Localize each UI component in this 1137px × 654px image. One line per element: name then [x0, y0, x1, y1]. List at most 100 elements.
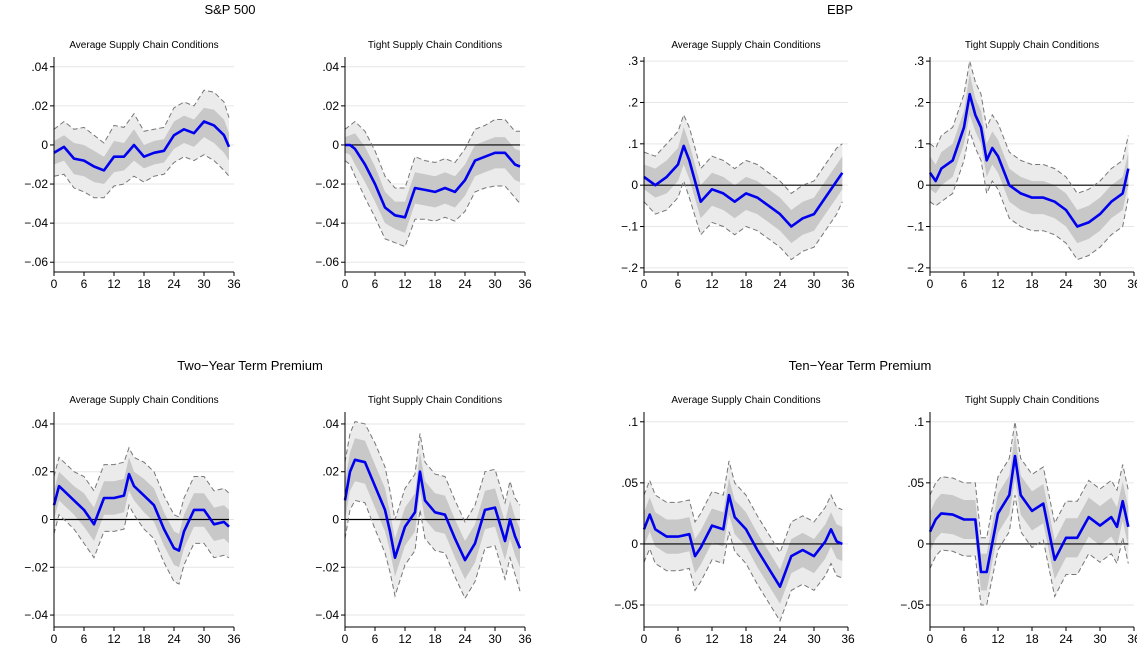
- panel-title: Average Supply Chain Conditions: [69, 395, 218, 406]
- x-tick-label: 12: [991, 277, 1005, 291]
- y-tick-label: −.04: [315, 608, 339, 622]
- x-tick-label: 36: [227, 632, 241, 646]
- x-tick-label: 36: [518, 277, 532, 291]
- panel-6: Average Supply Chain Conditions .1 .05 0 −.0…: [614, 395, 855, 646]
- y-tick-label: 0: [332, 513, 339, 527]
- x-tick-label: 30: [1093, 277, 1107, 291]
- panel-7: Tight Supply Chain Conditions .1 .05 0 −.05 0…: [900, 395, 1137, 646]
- x-tick-label: 0: [342, 277, 349, 291]
- y-tick-label: −.1: [621, 220, 638, 234]
- y-tick-label: 0: [917, 178, 924, 192]
- x-tick-label: 12: [398, 277, 412, 291]
- x-tick-label: 30: [1093, 632, 1107, 646]
- x-tick-label: 30: [197, 277, 211, 291]
- y-tick-label: .05: [621, 476, 638, 490]
- y-tick-label: −.05: [614, 598, 638, 612]
- y-tick-label: .1: [914, 137, 924, 151]
- x-tick-label: 30: [807, 277, 821, 291]
- ci90-lower-line: [929, 129, 1129, 261]
- group-title-two-year-term-premium: Two−Year Term Premium: [177, 358, 323, 373]
- y-tick-label: .02: [322, 99, 339, 113]
- ci90-lower-line: [643, 531, 843, 623]
- x-tick-label: 6: [372, 277, 379, 291]
- y-tick-label: −.1: [907, 220, 924, 234]
- y-tick-label: .1: [628, 415, 638, 429]
- y-tick-label: 0: [41, 513, 48, 527]
- y-tick-label: −.04: [24, 216, 48, 230]
- y-tick-label: −.02: [24, 177, 48, 191]
- irf-line: [928, 92, 1130, 228]
- y-tick-label: −.04: [315, 216, 339, 230]
- x-tick-label: 36: [841, 632, 855, 646]
- x-tick-label: 18: [137, 632, 151, 646]
- ci90-upper-line: [929, 60, 1129, 195]
- x-tick-label: 18: [739, 277, 753, 291]
- ci90-lower-line: [344, 499, 521, 600]
- x-tick-label: 12: [107, 277, 121, 291]
- ci90-lower-line: [53, 503, 230, 585]
- x-tick-label: 36: [1127, 632, 1137, 646]
- ci68-band: [54, 107, 229, 184]
- x-tick-label: 18: [1025, 632, 1039, 646]
- y-tick-label: 0: [332, 138, 339, 152]
- panel-3: Tight Supply Chain Conditions .3 .2 .1 0 −.1 −…: [907, 40, 1137, 291]
- x-tick-label: 0: [51, 277, 58, 291]
- x-tick-label: 6: [675, 632, 682, 646]
- x-tick-label: 18: [1025, 277, 1039, 291]
- y-tick-label: .2: [914, 95, 924, 109]
- x-tick-label: 6: [372, 632, 379, 646]
- x-tick-label: 24: [458, 632, 472, 646]
- x-tick-label: 0: [51, 632, 58, 646]
- y-tick-label: −.06: [24, 255, 48, 269]
- x-tick-label: 30: [807, 632, 821, 646]
- x-tick-label: 12: [705, 632, 719, 646]
- irf-line: [53, 120, 231, 172]
- ci90-upper-line: [53, 446, 230, 518]
- x-tick-label: 0: [927, 632, 934, 646]
- panel-5: Tight Supply Chain Conditions .04 .02 0 −.02…: [315, 395, 532, 646]
- irf-line: [643, 144, 844, 228]
- x-tick-label: 18: [739, 632, 753, 646]
- irf-line: [52, 472, 230, 552]
- panel-title: Average Supply Chain Conditions: [69, 40, 218, 51]
- irf-line: [345, 143, 521, 219]
- ci90-upper-line: [643, 460, 843, 554]
- panel-2: Average Supply Chain Conditions.3.2.10−.…: [621, 40, 855, 291]
- y-tick-label: −.05: [900, 598, 924, 612]
- x-tick-label: 36: [227, 277, 241, 291]
- x-tick-label: 24: [1059, 277, 1073, 291]
- ci68-band: [54, 457, 229, 568]
- ci68-band: [930, 73, 1129, 244]
- ci90-lower-line: [929, 495, 1129, 606]
- irf-line: [928, 454, 1130, 574]
- y-tick-label: −.06: [315, 255, 339, 269]
- y-tick-label: .02: [31, 99, 48, 113]
- x-tick-label: 24: [773, 632, 787, 646]
- y-tick-label: .1: [628, 137, 638, 151]
- y-tick-label: −.2: [621, 261, 638, 275]
- x-tick-label: 6: [961, 632, 968, 646]
- ci68-band: [644, 478, 843, 604]
- x-tick-label: 30: [197, 632, 211, 646]
- y-tick-label: .04: [31, 417, 48, 431]
- x-tick-label: 36: [518, 632, 532, 646]
- y-tick-label: 0: [917, 537, 924, 551]
- x-tick-label: 12: [107, 632, 121, 646]
- x-tick-label: 18: [428, 632, 442, 646]
- x-tick-label: 24: [1059, 632, 1073, 646]
- ci90-upper-line: [929, 421, 1129, 539]
- panel-title: Tight Supply Chain Conditions: [965, 40, 1099, 51]
- x-tick-label: 12: [991, 632, 1005, 646]
- y-tick-label: .3: [914, 54, 924, 68]
- x-tick-label: 6: [961, 277, 968, 291]
- ci90-upper-line: [53, 89, 230, 144]
- ci90-band: [54, 447, 229, 584]
- y-tick-label: −.02: [315, 560, 339, 574]
- irf-line: [642, 493, 843, 588]
- ci90-upper-line: [344, 119, 520, 189]
- y-tick-label: −.2: [907, 261, 924, 275]
- x-tick-label: 30: [488, 277, 502, 291]
- y-tick-label: 0: [41, 138, 48, 152]
